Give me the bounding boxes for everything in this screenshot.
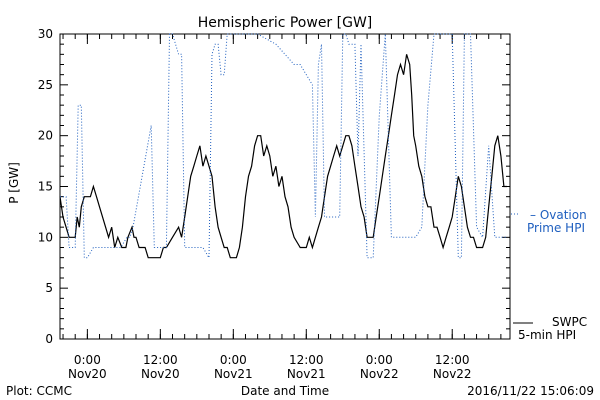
x-tick-label-date: Nov22 xyxy=(433,367,472,381)
x-tick-label-date: Nov20 xyxy=(141,367,180,381)
x-tick-label-time: 0:00 xyxy=(366,353,393,367)
y-axis-label: P [GW] xyxy=(7,162,21,204)
x-axis-label: Date and Time xyxy=(241,384,329,398)
swpc-hpi-line xyxy=(59,54,507,259)
x-tick-label-time: 12:00 xyxy=(435,353,470,367)
footer-timestamp: 2016/11/22 15:06:09 xyxy=(467,384,594,398)
legend-swpc: SWPC 5-min HPI xyxy=(513,315,587,342)
y-tick-label: 0 xyxy=(45,332,53,346)
legend-ovation-line1: – Ovation xyxy=(530,208,587,222)
x-tick-label-date: Nov21 xyxy=(214,367,253,381)
x-tick-label-date: Nov22 xyxy=(360,367,399,381)
series-layer xyxy=(59,33,507,260)
x-tick-label-date: Nov20 xyxy=(68,367,107,381)
plot-frame xyxy=(59,33,511,340)
x-tick-label-time: 12:00 xyxy=(289,353,324,367)
x-tick-label-time: 12:00 xyxy=(143,353,178,367)
x-axis: 0:00Nov2012:00Nov200:00Nov2112:00Nov210:… xyxy=(62,34,502,381)
x-tick-label-time: 0:00 xyxy=(220,353,247,367)
x-tick-label-date: Nov21 xyxy=(287,367,326,381)
legend: – Ovation Prime HPI SWPC 5-min HPI xyxy=(511,208,587,342)
ovation-hpi-line xyxy=(60,33,507,260)
legend-ovation: – Ovation Prime HPI xyxy=(511,208,587,235)
y-axis: 0 5 10 15 20 25 30 xyxy=(38,27,510,346)
y-tick-label: 25 xyxy=(38,78,53,92)
chart-title: Hemispheric Power [GW] xyxy=(198,15,373,31)
legend-swpc-line2: 5-min HPI xyxy=(518,328,576,342)
legend-ovation-line2: Prime HPI xyxy=(527,221,585,235)
x-tick-label-time: 0:00 xyxy=(74,353,101,367)
y-tick-label: 20 xyxy=(38,129,53,143)
y-tick-label: 15 xyxy=(38,180,53,194)
y-tick-label: 5 xyxy=(45,281,53,295)
legend-swpc-line1: SWPC xyxy=(552,315,587,329)
footer-plot-credit: Plot: CCMC xyxy=(6,384,72,398)
y-tick-label: 10 xyxy=(38,230,53,244)
y-tick-label: 30 xyxy=(38,27,53,41)
